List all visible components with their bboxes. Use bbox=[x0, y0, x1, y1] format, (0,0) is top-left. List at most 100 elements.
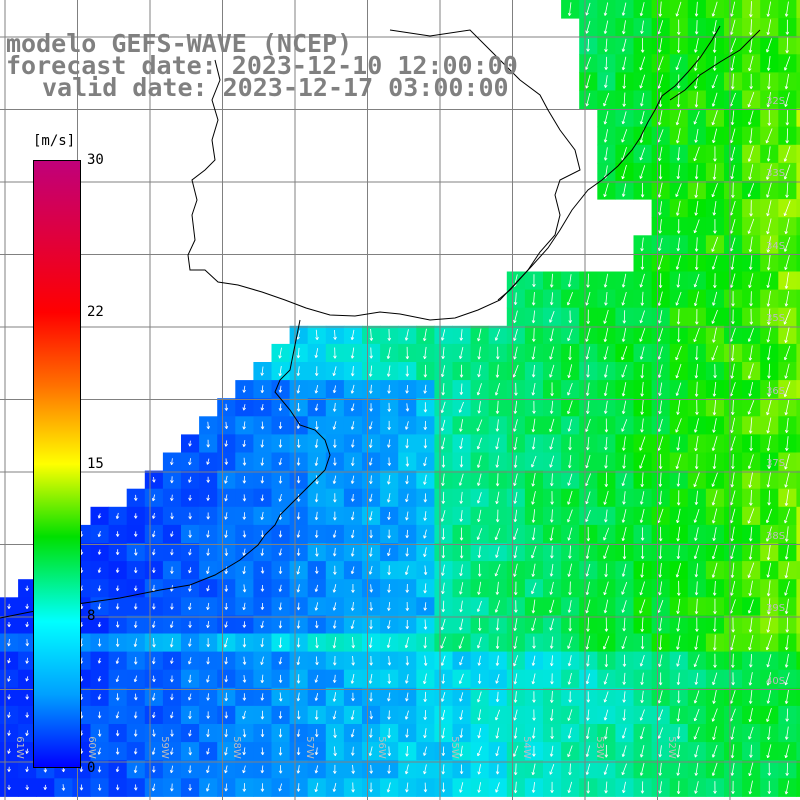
wind-arrow bbox=[260, 693, 265, 701]
wind-arrow bbox=[603, 709, 609, 721]
wind-arrow bbox=[531, 364, 536, 378]
wind-arrow bbox=[622, 617, 626, 632]
wind-arrow bbox=[133, 638, 138, 647]
wind-arrow bbox=[296, 710, 301, 720]
wind-arrow bbox=[476, 636, 482, 649]
wind-arrow bbox=[224, 512, 228, 520]
wind-arrow bbox=[296, 565, 301, 575]
wind-arrow bbox=[315, 475, 319, 485]
wind-arrow bbox=[658, 38, 663, 53]
wind-arrow bbox=[97, 585, 102, 592]
wind-arrow bbox=[332, 475, 337, 484]
wind-arrow bbox=[567, 655, 572, 667]
wind-arrow bbox=[278, 421, 283, 429]
wind-arrow bbox=[766, 544, 771, 561]
wind-arrow bbox=[693, 472, 700, 488]
wind-arrow bbox=[206, 512, 210, 520]
lon-label: 56W bbox=[375, 736, 387, 759]
wind-arrow bbox=[459, 710, 463, 721]
wind-arrow bbox=[676, 237, 681, 252]
wind-arrow bbox=[765, 635, 773, 651]
wind-arrow bbox=[404, 565, 409, 576]
wind-arrow bbox=[784, 290, 790, 307]
wind-arrow bbox=[711, 255, 718, 270]
wind-arrow bbox=[713, 219, 717, 234]
wind-arrow bbox=[730, 508, 736, 524]
wind-arrow bbox=[640, 472, 644, 488]
wind-arrow bbox=[351, 746, 355, 756]
wind-arrow bbox=[97, 603, 102, 610]
wind-arrow bbox=[694, 563, 699, 578]
wind-arrow bbox=[386, 365, 391, 377]
wind-arrow bbox=[188, 638, 192, 647]
wind-arrow bbox=[423, 384, 427, 394]
wind-arrow bbox=[549, 455, 555, 468]
wind-arrow bbox=[242, 548, 246, 556]
wind-arrow bbox=[783, 237, 791, 252]
wind-arrow bbox=[621, 38, 627, 52]
wind-arrow bbox=[513, 727, 518, 739]
wind-arrow bbox=[333, 439, 337, 448]
wind-arrow bbox=[784, 689, 789, 705]
wind-arrow bbox=[694, 128, 699, 143]
wind-arrow bbox=[748, 236, 753, 253]
wind-arrow bbox=[242, 385, 246, 393]
wind-arrow bbox=[785, 37, 789, 54]
wind-arrow bbox=[549, 527, 554, 541]
wind-arrow bbox=[621, 419, 628, 432]
lon-label: 55W bbox=[448, 736, 460, 759]
wind-arrow bbox=[351, 764, 355, 774]
wind-arrow bbox=[115, 784, 120, 791]
wind-arrow bbox=[495, 473, 500, 487]
wind-arrow bbox=[695, 399, 699, 415]
wind-arrow bbox=[747, 328, 754, 342]
wind-cell bbox=[796, 0, 800, 19]
lon-label: 53W bbox=[593, 736, 605, 759]
wind-arrow bbox=[206, 439, 210, 448]
wind-arrow bbox=[567, 400, 573, 415]
wind-arrow bbox=[711, 309, 718, 324]
wind-arrow bbox=[766, 1, 772, 17]
wind-arrow bbox=[532, 709, 536, 721]
wind-arrow bbox=[712, 672, 718, 686]
wind-arrow bbox=[657, 74, 664, 89]
wind-arrow bbox=[621, 763, 627, 776]
wind-arrow bbox=[332, 385, 337, 394]
wind-arrow bbox=[549, 618, 555, 631]
wind-arrow bbox=[603, 691, 609, 703]
wind-arrow bbox=[694, 454, 699, 470]
wind-arrow bbox=[260, 674, 265, 684]
wind-arrow bbox=[97, 621, 102, 628]
wind-arrow bbox=[260, 421, 265, 430]
wind-arrow bbox=[441, 546, 446, 559]
wind-arrow bbox=[585, 745, 591, 758]
wind-arrow bbox=[260, 729, 265, 738]
wind-arrow bbox=[622, 310, 627, 324]
wind-arrow bbox=[603, 400, 608, 414]
wind-arrow bbox=[675, 110, 682, 126]
wind-cell bbox=[796, 54, 800, 73]
wind-arrow bbox=[296, 457, 301, 466]
wind-arrow bbox=[694, 363, 699, 379]
wind-arrow bbox=[531, 509, 536, 523]
wind-arrow bbox=[694, 381, 699, 397]
wind-arrow bbox=[712, 20, 717, 35]
wind-arrow bbox=[550, 727, 554, 740]
wind-arrow bbox=[640, 38, 645, 53]
wind-arrow bbox=[188, 621, 192, 628]
wind-cell bbox=[796, 217, 800, 236]
wind-arrow bbox=[278, 656, 283, 665]
wind-arrow bbox=[675, 562, 682, 578]
wind-arrow bbox=[368, 421, 373, 430]
wind-arrow bbox=[621, 364, 628, 378]
wind-arrow bbox=[315, 656, 319, 666]
wind-arrow bbox=[567, 490, 573, 505]
wind-arrow bbox=[314, 765, 319, 774]
wind-arrow bbox=[477, 473, 482, 486]
wind-arrow bbox=[640, 182, 645, 198]
wind-arrow bbox=[604, 617, 609, 632]
wind-arrow bbox=[387, 474, 391, 485]
wind-arrow bbox=[242, 710, 246, 720]
wind-arrow bbox=[766, 690, 772, 704]
wind-arrow bbox=[784, 326, 790, 344]
